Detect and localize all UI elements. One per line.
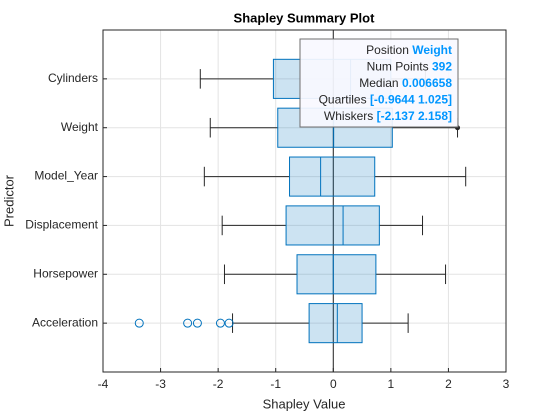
outlier <box>192 318 202 328</box>
datatip-value: Weight <box>412 43 452 57</box>
datatip-label: Num Points <box>367 60 429 74</box>
datatip: Position Weight Num Points 392 Median 0.00… <box>299 38 459 128</box>
y-axis-label: Predictor <box>1 174 16 227</box>
outlier <box>215 318 225 328</box>
datatip-value: [-0.9644 1.025] <box>370 93 452 107</box>
outlier <box>183 318 193 328</box>
chart-title: Shapley Summary Plot <box>234 10 376 25</box>
x-tick-label: 2 <box>445 377 452 391</box>
x-tick-label: 0 <box>330 377 337 391</box>
y-tick-label: Model_Year <box>34 169 98 183</box>
x-axis-label: Shapley Value <box>263 396 346 411</box>
datatip-label: Quartiles <box>319 93 367 107</box>
datatip-row: Num Points 392 <box>367 60 453 74</box>
box <box>308 303 363 344</box>
x-tick-label: -2 <box>213 377 224 391</box>
datatip-row: Quartiles [-0.9644 1.025] <box>319 93 452 107</box>
x-tick-label: -1 <box>270 377 281 391</box>
datatip-label: Median <box>359 76 398 90</box>
datatip-value: 392 <box>432 60 452 74</box>
datatip-box <box>299 38 459 128</box>
datatip-label: Position <box>366 43 409 57</box>
y-tick-label: Cylinders <box>48 71 98 85</box>
datatip-row: Whiskers [-2.137 2.158] <box>324 109 452 123</box>
x-tick-label: -4 <box>98 377 109 391</box>
box <box>289 156 376 197</box>
datatip-value: [-2.137 2.158] <box>377 109 452 123</box>
box <box>285 205 380 246</box>
outlier <box>224 318 234 328</box>
box <box>296 254 377 295</box>
datatip-label: Whiskers <box>324 109 373 123</box>
datatip-row: Median 0.006658 <box>359 76 452 90</box>
axes-box <box>102 29 507 373</box>
datatip-row: Position Weight <box>366 43 452 57</box>
y-tick-label: Horsepower <box>33 266 98 280</box>
y-tick-label: Acceleration <box>32 315 98 329</box>
y-tick-label: Weight <box>61 120 99 134</box>
x-tick-label: 3 <box>503 377 510 391</box>
outlier <box>134 318 144 328</box>
x-tick-label: 1 <box>388 377 395 391</box>
y-tick-label: Displacement <box>25 218 98 232</box>
datatip-value: 0.006658 <box>402 76 452 90</box>
x-tick-label: -3 <box>155 377 166 391</box>
